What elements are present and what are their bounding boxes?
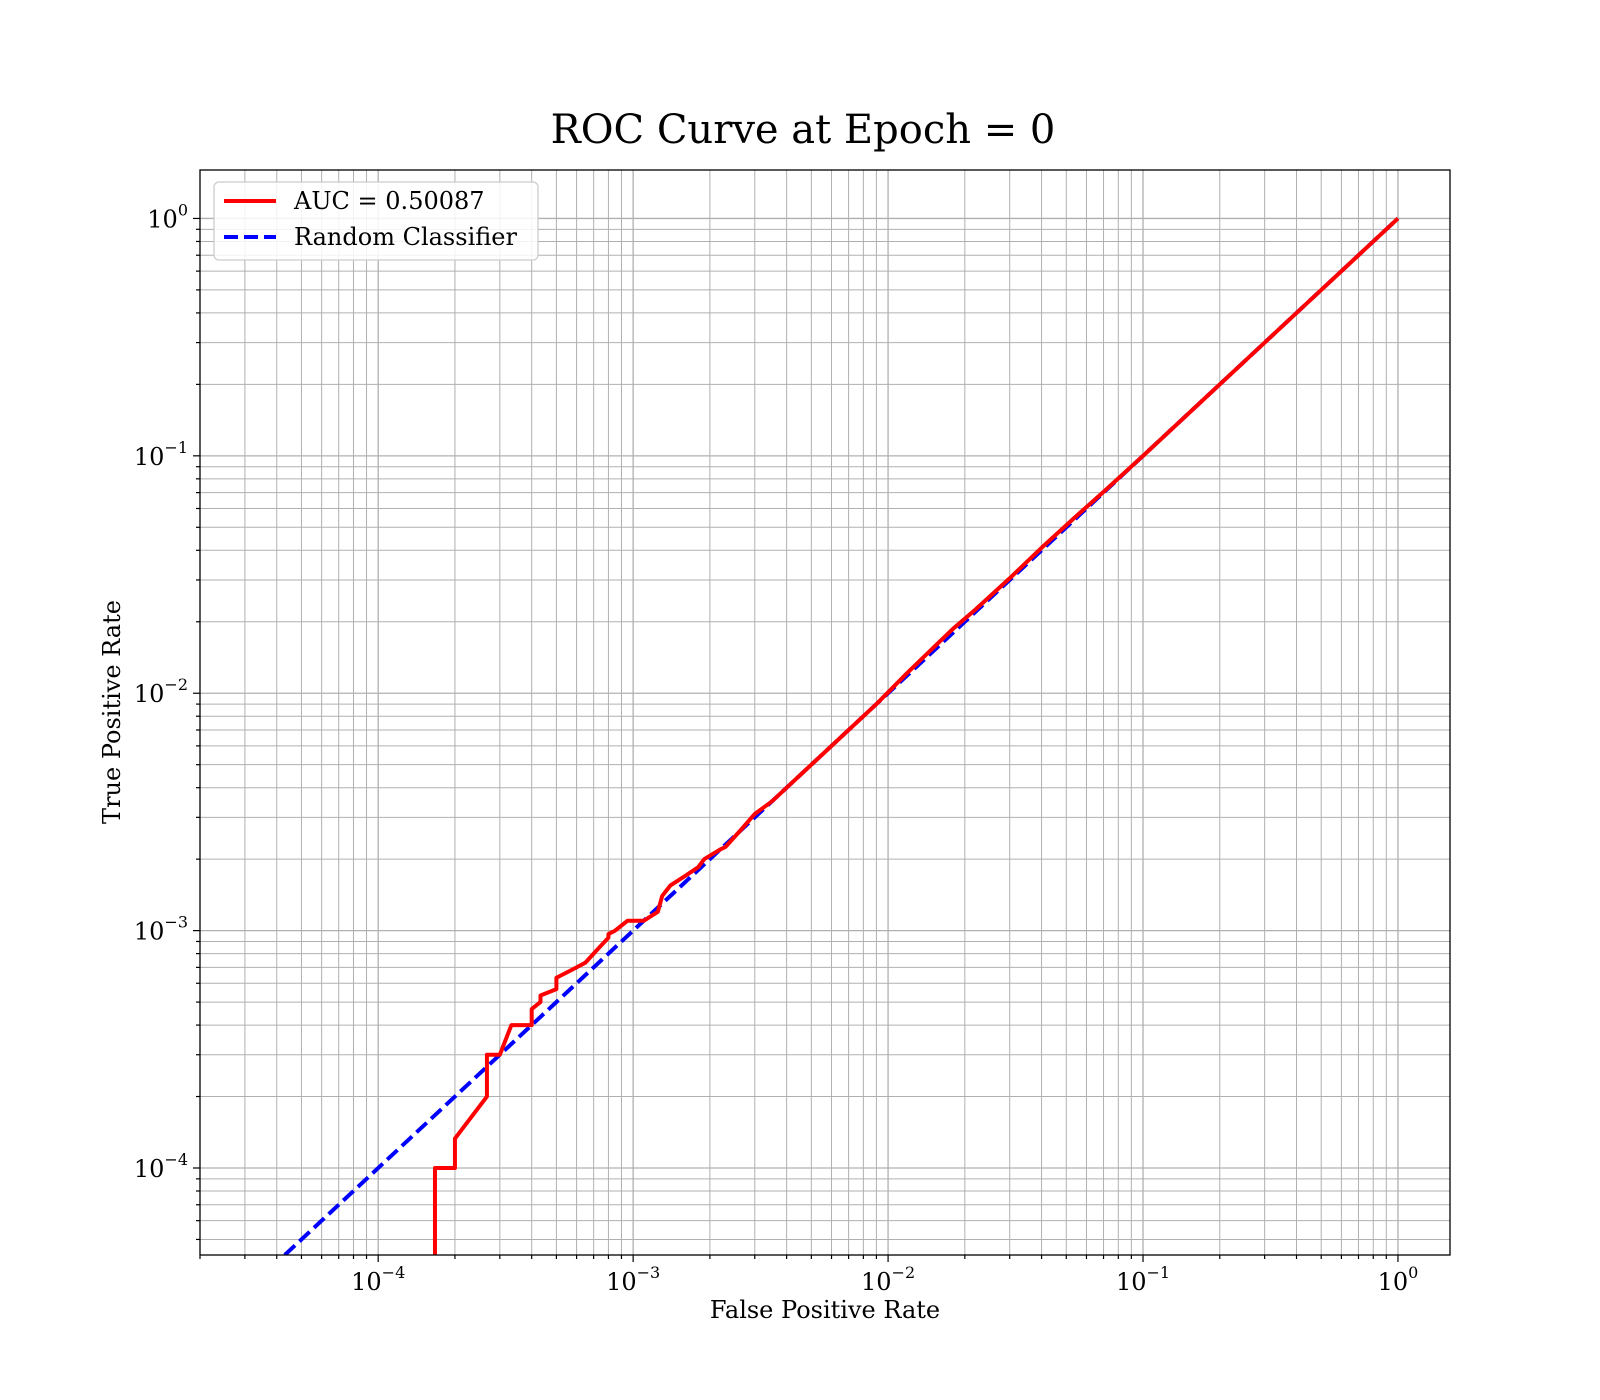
y-tick-label: 100 xyxy=(147,200,188,233)
legend-label-auc: AUC = 0.50087 xyxy=(293,187,485,215)
plot-frame xyxy=(199,169,1451,1256)
x-tick-label: 100 xyxy=(1378,1263,1419,1296)
legend-frame xyxy=(213,181,539,261)
x-tick-label: 10−3 xyxy=(606,1263,660,1296)
x-tick-label: 10−2 xyxy=(861,1263,915,1296)
roc-curve-line xyxy=(432,216,1400,1255)
x-tick-label: 10−4 xyxy=(351,1263,405,1296)
y-tick-label: 10−1 xyxy=(134,438,188,471)
axis-ticks: 10−4 10−3 10−2 10−1 100 10−4 10−3 10−2 10−1 100 xyxy=(134,200,1418,1296)
chart-title: ROC Curve at Epoch = 0 xyxy=(551,107,1056,153)
legend: AUC = 0.50087 Random Classifier xyxy=(213,181,539,261)
y-tick-label: 10−3 xyxy=(134,913,188,946)
grid xyxy=(199,170,1450,1255)
x-axis-label: False Positive Rate xyxy=(710,1296,940,1324)
plot-series xyxy=(283,216,1400,1255)
y-tick-label: 10−4 xyxy=(134,1150,188,1183)
legend-label-random: Random Classifier xyxy=(294,223,517,251)
x-tick-label: 10−1 xyxy=(1116,1263,1170,1296)
y-tick-label: 10−2 xyxy=(134,675,188,708)
y-axis-label: True Positive Rate xyxy=(98,600,126,824)
